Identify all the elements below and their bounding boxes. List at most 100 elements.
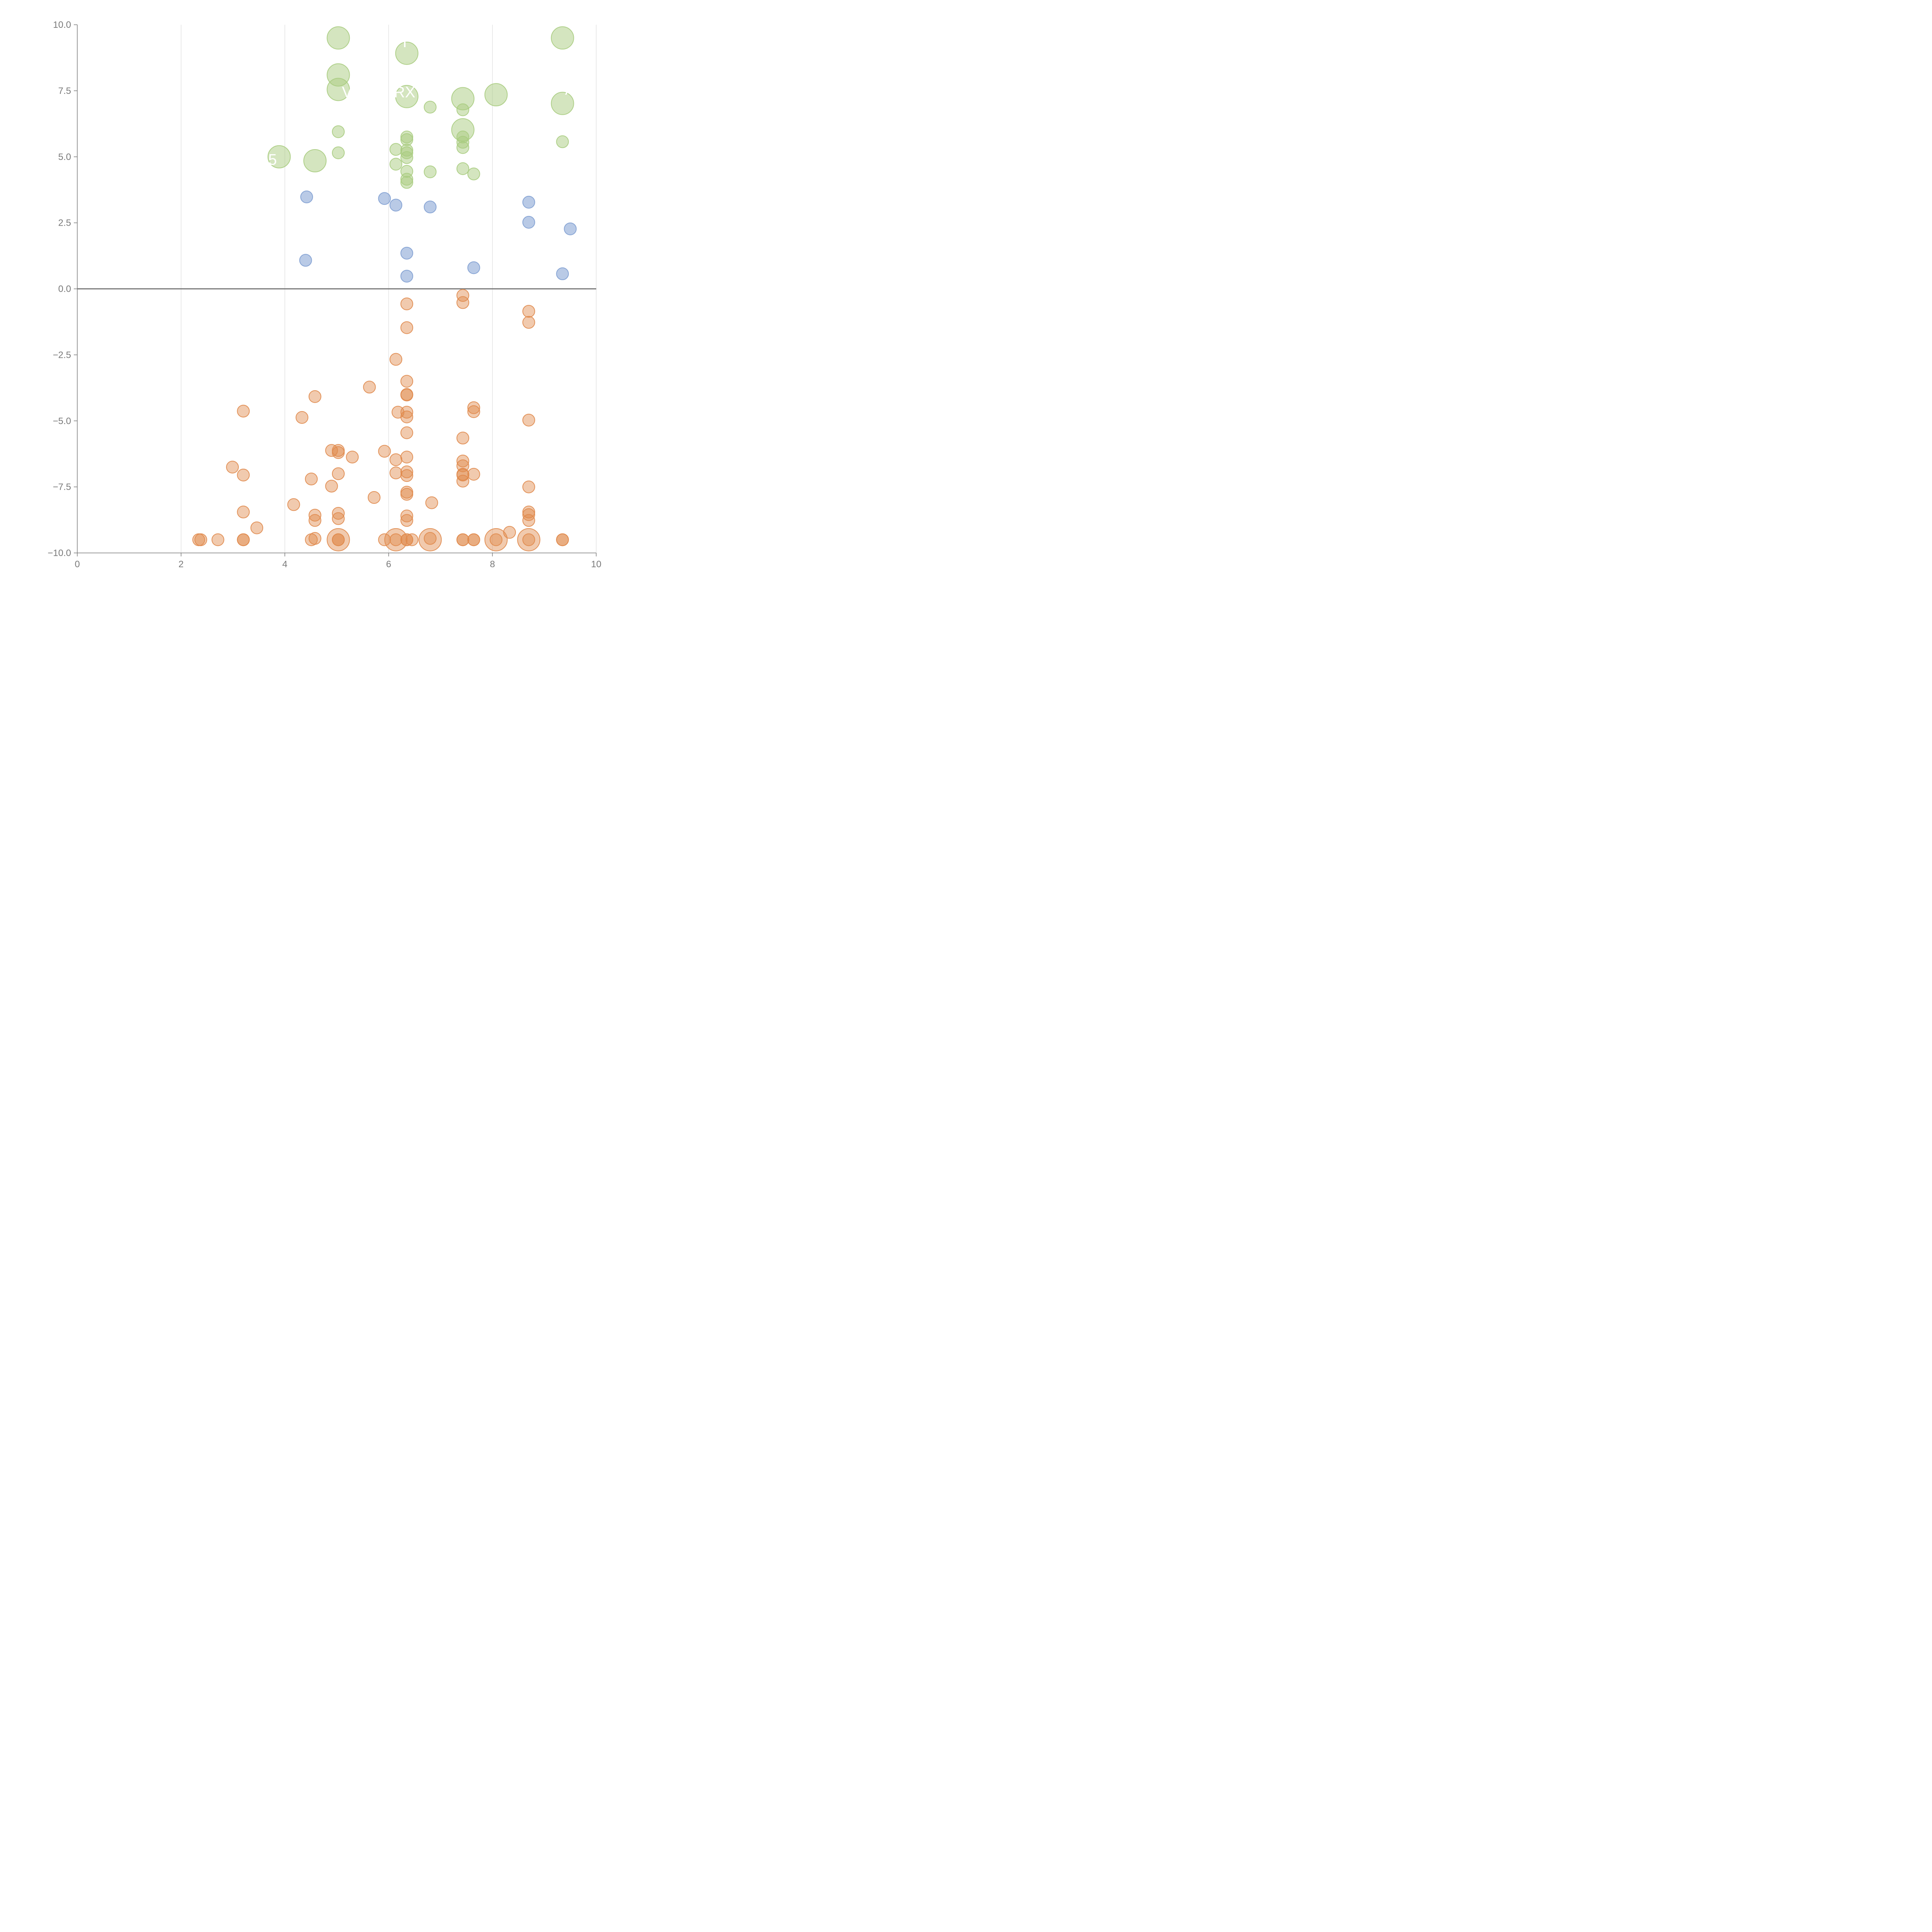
data-point-blue <box>299 254 312 267</box>
data-point-orange <box>522 533 535 546</box>
data-point-orange <box>400 375 413 388</box>
data-point-orange <box>237 405 250 418</box>
data-point-green <box>423 100 437 114</box>
data-point-orange <box>425 496 438 509</box>
data-point-orange <box>400 410 413 423</box>
data-point-orange <box>378 445 391 458</box>
data-point-orange <box>456 296 469 309</box>
data-points <box>192 26 577 551</box>
data-point-orange <box>522 413 535 427</box>
data-point-blue <box>522 196 535 209</box>
data-point-orange <box>522 316 535 329</box>
data-point-orange <box>456 289 469 302</box>
point-label: VA <box>342 84 362 101</box>
data-point-blue <box>300 190 313 204</box>
data-point-green <box>327 78 350 101</box>
data-point-orange <box>211 533 224 546</box>
data-point-orange <box>400 406 413 419</box>
data-point-orange <box>517 528 541 551</box>
data-point-orange <box>405 533 418 546</box>
x-tick-label: 4 <box>282 559 287 570</box>
data-point-orange <box>467 405 480 418</box>
x-tick-label: 2 <box>179 559 184 570</box>
data-point-blue <box>400 247 413 260</box>
data-point-orange <box>332 533 345 546</box>
data-point-orange <box>226 461 239 474</box>
data-point-green <box>395 85 418 108</box>
data-point-orange <box>346 451 359 464</box>
data-point-orange <box>325 480 338 493</box>
point-label: A <box>565 81 575 98</box>
data-point-orange <box>484 528 508 551</box>
x-tick-label: 6 <box>386 559 391 570</box>
data-point-green <box>389 158 403 171</box>
data-point-orange <box>400 451 413 464</box>
data-point-orange <box>456 474 469 488</box>
data-point-green <box>303 149 327 173</box>
data-point-orange <box>400 488 413 501</box>
point-label: 5 <box>268 151 277 168</box>
data-point-orange <box>389 466 403 480</box>
data-point-green <box>484 83 508 107</box>
data-point-green <box>467 167 480 180</box>
data-point-orange <box>363 381 376 394</box>
data-point-orange <box>384 528 408 551</box>
data-point-orange <box>400 321 413 334</box>
data-point-orange <box>467 533 480 546</box>
data-point-orange <box>237 505 250 519</box>
data-point-orange <box>237 533 250 546</box>
data-point-orange <box>389 453 403 466</box>
data-point-orange <box>522 480 535 493</box>
data-point-blue <box>467 261 480 274</box>
data-point-green <box>400 151 413 164</box>
data-point-orange <box>308 390 321 403</box>
data-point-orange <box>367 491 381 504</box>
data-point-orange <box>305 533 318 546</box>
data-point-orange <box>418 528 442 551</box>
data-point-green <box>395 41 418 65</box>
y-tick-label: 0.0 <box>58 284 71 294</box>
data-point-green <box>551 92 574 115</box>
y-tick-label: −5.0 <box>53 416 71 426</box>
data-point-orange <box>423 532 437 545</box>
axes: 0 2 4 6 8 10 −10.0 −7.5 −5.0 −2.5 0.0 2.5 5.0 7.5 10.0 <box>48 20 601 570</box>
point-label: A <box>327 158 337 175</box>
scatter-chart: 0 2 4 6 8 10 −10.0 −7.5 −5.0 −2.5 0.0 2.5 5.0 7.5 10.0… <box>48 20 601 570</box>
data-point-orange <box>332 467 345 480</box>
point-label: V <box>420 47 430 64</box>
y-tick-label: 7.5 <box>58 86 71 96</box>
data-point-orange <box>456 432 469 445</box>
data-point-green <box>551 26 574 50</box>
data-point-green <box>389 143 403 156</box>
data-point-blue <box>378 192 391 205</box>
data-point-orange <box>400 297 413 310</box>
y-tick-label: 5.0 <box>58 152 71 162</box>
data-point-orange <box>556 533 569 546</box>
data-point-orange <box>296 411 309 424</box>
data-point-orange <box>467 401 480 414</box>
data-point-orange <box>522 514 535 527</box>
data-point-orange <box>400 469 413 482</box>
data-point-orange <box>456 454 469 468</box>
data-point-orange <box>389 533 403 546</box>
data-point-orange <box>400 426 413 439</box>
data-point-green <box>423 165 437 179</box>
data-point-orange <box>332 446 345 459</box>
data-point-green <box>400 176 413 189</box>
data-point-green <box>456 162 469 175</box>
y-tick-label: 10.0 <box>53 20 71 30</box>
point-label: I <box>403 34 407 51</box>
data-point-orange <box>305 473 318 486</box>
data-point-orange <box>400 514 413 527</box>
x-tick-label: 8 <box>490 559 495 570</box>
point-label: RX <box>394 84 415 101</box>
data-point-blue <box>556 267 569 281</box>
data-point-green <box>456 103 469 116</box>
data-point-orange <box>332 512 345 525</box>
data-point-blue <box>389 199 403 212</box>
data-point-orange <box>250 521 264 534</box>
data-point-orange <box>308 514 321 527</box>
data-point-orange <box>467 468 480 481</box>
data-point-orange <box>400 465 413 478</box>
